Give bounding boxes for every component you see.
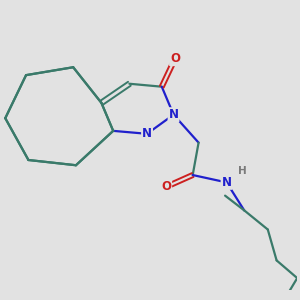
Text: N: N [169, 108, 178, 121]
Text: O: O [170, 52, 180, 65]
Text: H: H [238, 166, 247, 176]
Text: N: N [142, 127, 152, 140]
Text: O: O [161, 180, 171, 193]
Text: N: N [222, 176, 232, 189]
